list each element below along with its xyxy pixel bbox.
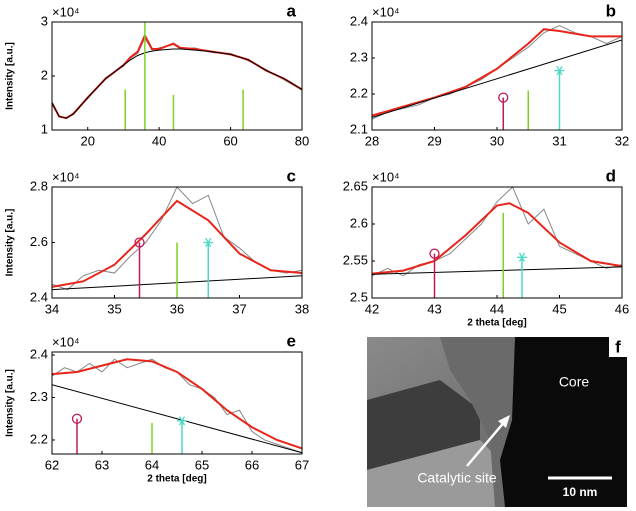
x-tick-label: 66 bbox=[245, 457, 259, 472]
plot-area bbox=[372, 22, 622, 130]
y-multiplier: ×10⁴ bbox=[52, 169, 80, 184]
stem-marker bbox=[134, 237, 145, 248]
y-tick-label: 2.3 bbox=[350, 49, 368, 64]
panel: 34 35 36 37 38 2.4 2.6 2.8 ×10⁴ c Intensity [a.u.] bbox=[5, 166, 310, 316]
x-tick-label: 29 bbox=[427, 133, 441, 148]
y-axis-label: Intensity [a.u.] bbox=[5, 42, 16, 110]
x-axis-label: 2 theta [deg] bbox=[467, 318, 526, 329]
panel-label: a bbox=[287, 1, 297, 20]
x-tick-label: 35 bbox=[107, 301, 121, 316]
stem-marker bbox=[518, 252, 526, 262]
panel: 28 29 30 31 32 2.1 2.2 2.3 2.4 ×10⁴ b bbox=[350, 1, 629, 148]
stem-marker bbox=[71, 413, 83, 424]
x-tick-label: 40 bbox=[152, 133, 166, 148]
x-tick-label: 62 bbox=[45, 457, 59, 472]
x-tick-label: 42 bbox=[365, 301, 379, 316]
x-tick-label: 38 bbox=[295, 301, 309, 316]
axes-frame bbox=[51, 21, 303, 131]
axes-frame bbox=[51, 351, 303, 455]
series-line bbox=[52, 384, 302, 454]
plot-area bbox=[52, 22, 302, 130]
x-tick-label: 28 bbox=[365, 133, 379, 148]
plot-area bbox=[52, 352, 302, 454]
y-tick-label: 2.8 bbox=[30, 178, 48, 193]
stem-marker bbox=[205, 237, 212, 248]
x-tick-label: 64 bbox=[145, 457, 159, 472]
arrow bbox=[466, 419, 507, 467]
x-tick-label: 80 bbox=[295, 133, 309, 148]
y-tick-label: 2.4 bbox=[350, 13, 368, 28]
stem-marker bbox=[556, 65, 563, 76]
y-multiplier: ×10⁴ bbox=[372, 169, 400, 184]
y-tick-label: 2.5 bbox=[350, 289, 368, 304]
y-multiplier: ×10⁴ bbox=[52, 334, 80, 349]
y-tick-label: 2 bbox=[41, 67, 48, 82]
y-tick-label: 2.65 bbox=[343, 178, 368, 193]
y-tick-label: 2.2 bbox=[30, 431, 48, 446]
series-line bbox=[372, 202, 622, 275]
x-tick-label: 65 bbox=[195, 457, 209, 472]
panel-label: d bbox=[606, 166, 616, 185]
series-line bbox=[372, 28, 622, 117]
tem-image: f Core Catalytic site 10 nm bbox=[367, 337, 627, 507]
y-multiplier: ×10⁴ bbox=[52, 4, 80, 19]
axes-frame bbox=[51, 186, 303, 299]
y-tick-label: 1 bbox=[41, 121, 48, 136]
x-tick-label: 34 bbox=[45, 301, 59, 316]
y-tick-label: 2.6 bbox=[350, 215, 368, 230]
y-tick-label: 2.6 bbox=[30, 234, 48, 249]
y-axis-label: Intensity [a.u.] bbox=[5, 369, 16, 437]
axes-frame bbox=[371, 21, 623, 131]
y-tick-label: 2.4 bbox=[30, 346, 48, 361]
x-tick-label: 43 bbox=[427, 301, 441, 316]
x-tick-label: 20 bbox=[80, 133, 94, 148]
panel: 42 43 44 45 46 2.5 2.55 2.6 2.65 ×10⁴ d 2 theta [de… bbox=[343, 166, 630, 328]
panel-label: f bbox=[615, 337, 621, 356]
x-tick-label: 67 bbox=[295, 457, 309, 472]
y-tick-label: 2.2 bbox=[350, 85, 368, 100]
y-tick-label: 2.1 bbox=[350, 121, 368, 136]
x-tick-label: 32 bbox=[615, 133, 629, 148]
site-label: Catalytic site bbox=[417, 470, 497, 486]
series-line bbox=[52, 48, 302, 119]
y-tick-label: 2.3 bbox=[30, 389, 48, 404]
scale-label: 10 nm bbox=[563, 485, 598, 499]
x-tick-label: 31 bbox=[552, 133, 566, 148]
stem-marker bbox=[429, 248, 440, 259]
x-tick-label: 30 bbox=[490, 133, 504, 148]
y-multiplier: ×10⁴ bbox=[372, 4, 400, 19]
panel: 62 63 64 65 66 67 2.2 2.3 2.4 ×10⁴ e Intensity [a.u… bbox=[5, 331, 310, 484]
arrow-head bbox=[498, 415, 510, 428]
x-tick-label: 37 bbox=[232, 301, 246, 316]
axes-frame bbox=[371, 186, 623, 299]
panel-label: b bbox=[606, 1, 616, 20]
panel-label: c bbox=[287, 166, 296, 185]
series-line bbox=[372, 39, 622, 118]
stem-marker bbox=[178, 416, 186, 426]
core-label: Core bbox=[559, 374, 590, 390]
y-tick-label: 2.55 bbox=[343, 252, 368, 267]
panel-label: e bbox=[287, 331, 296, 350]
x-tick-label: 44 bbox=[490, 301, 504, 316]
y-tick-label: 3 bbox=[41, 13, 48, 28]
x-tick-label: 36 bbox=[170, 301, 184, 316]
x-tick-label: 45 bbox=[552, 301, 566, 316]
x-tick-label: 46 bbox=[615, 301, 629, 316]
x-axis-label: 2 theta [deg] bbox=[147, 474, 206, 485]
series-line bbox=[372, 266, 622, 275]
panel: 20 40 60 80 1 2 3 ×10⁴ a Intensity [a.u.] bbox=[5, 1, 310, 148]
y-tick-label: 2.4 bbox=[30, 289, 48, 304]
x-tick-label: 60 bbox=[223, 133, 237, 148]
stem-marker bbox=[498, 92, 509, 103]
x-tick-label: 63 bbox=[95, 457, 109, 472]
y-axis-label: Intensity [a.u.] bbox=[5, 209, 16, 277]
series-line bbox=[52, 358, 302, 450]
plot-area bbox=[372, 187, 622, 298]
series-line bbox=[52, 199, 302, 288]
